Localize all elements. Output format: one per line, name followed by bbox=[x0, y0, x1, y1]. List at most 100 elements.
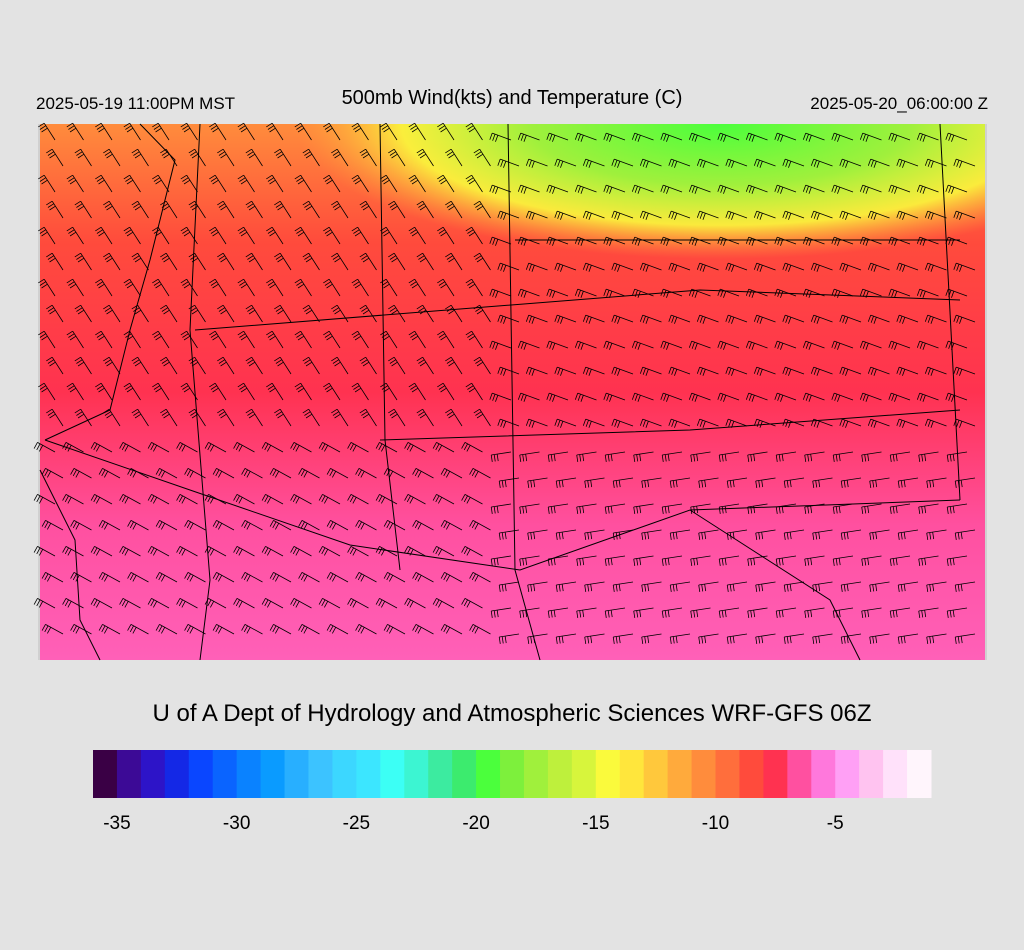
wind-barb bbox=[859, 392, 882, 402]
wind-barb bbox=[160, 356, 178, 375]
wind-barb bbox=[831, 184, 854, 194]
wind-barb bbox=[916, 392, 939, 402]
wind-barb bbox=[388, 356, 406, 375]
wind-barb bbox=[747, 503, 768, 514]
wind-barb bbox=[804, 607, 825, 618]
wind-barb bbox=[755, 529, 776, 540]
wind-barb bbox=[147, 546, 170, 557]
wind-barb bbox=[490, 503, 512, 514]
wind-barb bbox=[753, 418, 776, 428]
border bbox=[939, 123, 961, 501]
wind-barb bbox=[839, 418, 862, 428]
colorbar-swatch bbox=[93, 750, 118, 798]
wind-barb bbox=[152, 278, 170, 297]
wind-barb bbox=[204, 442, 227, 453]
wind-barb bbox=[688, 132, 711, 142]
wind-barb bbox=[274, 356, 292, 375]
wind-barb bbox=[359, 408, 377, 427]
wind-barb bbox=[774, 132, 797, 142]
wind-barb bbox=[359, 200, 377, 219]
wind-barb bbox=[298, 624, 320, 635]
wind-barb bbox=[98, 572, 121, 583]
colorbar-tick-label: -20 bbox=[462, 813, 489, 834]
wind-barb bbox=[603, 132, 626, 142]
wind-barb bbox=[525, 210, 548, 220]
wind-barb bbox=[519, 451, 540, 462]
wind-barb bbox=[497, 262, 520, 272]
wind-barb bbox=[839, 314, 862, 324]
wind-barb bbox=[611, 418, 634, 428]
wind-barb bbox=[517, 392, 540, 402]
wind-barb bbox=[412, 572, 434, 583]
wind-barb bbox=[668, 366, 691, 376]
wind-barb bbox=[953, 418, 976, 428]
wind-barb bbox=[74, 252, 92, 271]
wind-barb bbox=[152, 122, 170, 141]
wind-barb bbox=[859, 340, 882, 350]
wind-barb bbox=[261, 494, 284, 505]
wind-barb bbox=[611, 314, 634, 324]
wind-barb bbox=[98, 520, 121, 531]
wind-barb bbox=[954, 581, 976, 592]
wind-barb bbox=[924, 262, 947, 272]
wind-barb bbox=[351, 122, 369, 141]
wind-barb bbox=[946, 503, 968, 514]
wind-barb bbox=[74, 356, 92, 375]
colorbar-swatch bbox=[523, 750, 549, 798]
wind-barb bbox=[698, 581, 719, 592]
wind-barb bbox=[839, 262, 862, 272]
wind-barb bbox=[527, 581, 548, 592]
wind-barb bbox=[753, 314, 776, 324]
wind-barb bbox=[155, 468, 178, 479]
wind-barb bbox=[519, 503, 540, 514]
wind-barb bbox=[351, 174, 369, 193]
wind-barb bbox=[465, 382, 483, 401]
wind-barb bbox=[217, 200, 235, 219]
wind-barb bbox=[717, 184, 740, 194]
wind-barb bbox=[498, 477, 520, 488]
border bbox=[507, 123, 541, 661]
wind-barb bbox=[302, 200, 320, 219]
wind-barb bbox=[574, 236, 597, 246]
wind-barb bbox=[726, 581, 748, 592]
wind-barb bbox=[867, 158, 890, 168]
wind-barb bbox=[33, 598, 56, 609]
wind-barb bbox=[212, 572, 235, 583]
wind-barb bbox=[717, 340, 740, 350]
wind-barb bbox=[832, 555, 854, 566]
wind-barb bbox=[302, 304, 320, 323]
wind-barb bbox=[473, 356, 491, 375]
wind-barb bbox=[473, 304, 491, 323]
credit: U of A Dept of Hydrology and Atmospheric… bbox=[153, 700, 872, 727]
wind-barb bbox=[152, 330, 170, 349]
wind-barb bbox=[188, 200, 206, 219]
wind-barb bbox=[176, 598, 198, 609]
wind-barb bbox=[725, 158, 748, 168]
wind-barb bbox=[696, 158, 719, 168]
wind-barb bbox=[66, 382, 84, 401]
wind-barb bbox=[867, 418, 890, 428]
colorbar-swatch bbox=[260, 750, 286, 798]
wind-barb bbox=[437, 330, 455, 349]
wind-barb bbox=[525, 158, 548, 168]
colorbar-swatch bbox=[380, 750, 405, 798]
wind-barb bbox=[217, 148, 235, 167]
wind-barb bbox=[555, 477, 577, 488]
wind-barb bbox=[359, 148, 377, 167]
colorbar-swatch bbox=[116, 750, 142, 798]
wind-barb bbox=[690, 451, 711, 462]
wind-barb bbox=[147, 442, 170, 453]
wind-barb bbox=[412, 468, 434, 479]
wind-barb bbox=[525, 262, 548, 272]
map-title: 500mb Wind(kts) and Temperature (C) bbox=[342, 87, 683, 109]
wind-barb bbox=[294, 382, 312, 401]
wind-barb bbox=[241, 572, 263, 583]
wind-barb bbox=[831, 392, 854, 402]
wind-barb bbox=[888, 288, 911, 298]
wind-barb bbox=[668, 418, 691, 428]
wind-barb bbox=[127, 468, 149, 479]
wind-barb bbox=[123, 174, 141, 193]
wind-barb bbox=[669, 633, 691, 644]
wind-barb bbox=[237, 226, 255, 245]
wind-barb bbox=[867, 314, 890, 324]
